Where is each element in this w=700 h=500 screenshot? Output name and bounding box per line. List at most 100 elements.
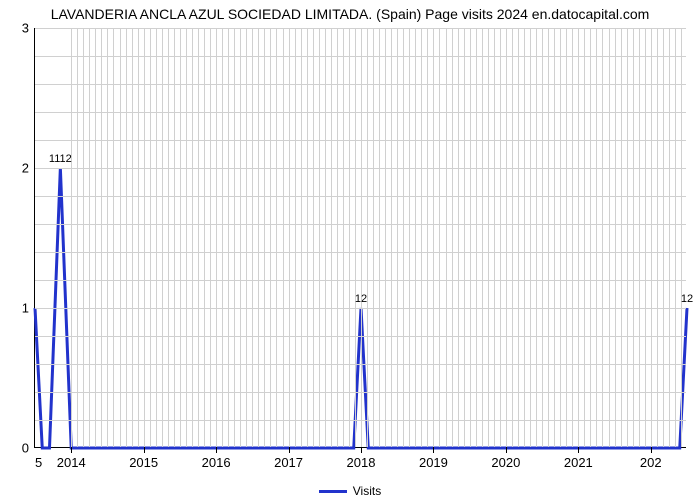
x-tick-label: 2014 [57,455,86,470]
grid-line-v-minor [210,28,211,447]
grid-line-v-minor [301,28,302,447]
grid-line-v-minor [439,28,440,447]
x-tick [289,447,290,453]
x-tick-label: 202 [640,455,662,470]
grid-line-v-minor [524,28,525,447]
grid-line-v-minor [645,28,646,447]
grid-line-v-minor [240,28,241,447]
grid-line-v-minor [174,28,175,447]
y-tick-label: 0 [22,441,29,456]
grid-line-v-minor [470,28,471,447]
x-edge-label: 5 [35,455,42,470]
grid-line-v [144,28,145,447]
grid-line-v-minor [168,28,169,447]
grid-line-v-minor [542,28,543,447]
grid-line-v-minor [162,28,163,447]
grid-line-v-minor [264,28,265,447]
grid-line-v-minor [566,28,567,447]
x-tick-label: 2021 [564,455,593,470]
data-point-label: 12 [355,293,367,305]
grid-line-v [71,28,72,447]
legend: Visits [0,484,700,498]
grid-line-v-minor [192,28,193,447]
grid-line-v-minor [494,28,495,447]
y-tick-label: 3 [22,21,29,36]
grid-line-v-minor [234,28,235,447]
grid-line-v-minor [379,28,380,447]
grid-line-v-minor [609,28,610,447]
grid-line-v-minor [307,28,308,447]
grid-line-v-minor [156,28,157,447]
grid-line-v-minor [180,28,181,447]
grid-line-v-minor [132,28,133,447]
x-tick [144,447,145,453]
x-tick-label: 2019 [419,455,448,470]
x-tick [433,447,434,453]
grid-line-v-minor [89,28,90,447]
chart-title: LAVANDERIA ANCLA AZUL SOCIEDAD LIMITADA.… [0,6,700,22]
grid-line-v-minor [572,28,573,447]
grid-line-v-minor [150,28,151,447]
grid-line-v-minor [560,28,561,447]
grid-line-v-minor [295,28,296,447]
grid-line-v-minor [458,28,459,447]
grid-line-v-minor [198,28,199,447]
grid-line-v-minor [681,28,682,447]
grid-line-v-minor [639,28,640,447]
grid-line-v-minor [464,28,465,447]
grid-line-v-minor [77,28,78,447]
grid-line-v-minor [355,28,356,447]
grid-line-v-minor [621,28,622,447]
grid-line-v-minor [590,28,591,447]
grid-line-v-minor [101,28,102,447]
grid-line-v-minor [602,28,603,447]
grid-line-v-minor [512,28,513,447]
x-tick-label: 2018 [347,455,376,470]
grid-line-v-minor [530,28,531,447]
grid-line-v-minor [120,28,121,447]
grid-line-v-minor [482,28,483,447]
grid-line-v-minor [548,28,549,447]
grid-line-v-minor [391,28,392,447]
x-tick-label: 2017 [274,455,303,470]
grid-line-v-minor [476,28,477,447]
grid-line-v-minor [186,28,187,447]
grid-line-v-minor [349,28,350,447]
x-tick-label: 2015 [129,455,158,470]
x-tick [216,447,217,453]
grid-line-v-minor [138,28,139,447]
grid-line-v-minor [246,28,247,447]
x-tick-label: 2020 [491,455,520,470]
grid-line-v-minor [113,28,114,447]
grid-line-v [651,28,652,447]
grid-line-v-minor [488,28,489,447]
grid-line-v-minor [663,28,664,447]
grid-line-v-minor [331,28,332,447]
grid-line-v-minor [252,28,253,447]
grid-line-v-minor [657,28,658,447]
grid-line-v-minor [421,28,422,447]
legend-swatch [319,490,347,493]
x-tick [578,447,579,453]
grid-line-v-minor [427,28,428,447]
grid-line-v-minor [343,28,344,447]
grid-line-v-minor [536,28,537,447]
plot-region: 0123201420152016201720182019202020212025… [34,28,686,448]
grid-line-v-minor [409,28,410,447]
grid-line-v [433,28,434,447]
x-tick [651,447,652,453]
grid-line-v-minor [367,28,368,447]
grid-line-v [216,28,217,447]
grid-line-v-minor [415,28,416,447]
grid-line-v-minor [228,28,229,447]
grid-line-v-minor [518,28,519,447]
grid-line-v-minor [337,28,338,447]
grid-line-v-minor [325,28,326,447]
y-tick-label: 1 [22,301,29,316]
grid-line-v [578,28,579,447]
grid-line-v-minor [452,28,453,447]
grid-line-v-minor [222,28,223,447]
grid-line-v-minor [584,28,585,447]
grid-line-v-minor [258,28,259,447]
legend-label: Visits [353,484,381,498]
